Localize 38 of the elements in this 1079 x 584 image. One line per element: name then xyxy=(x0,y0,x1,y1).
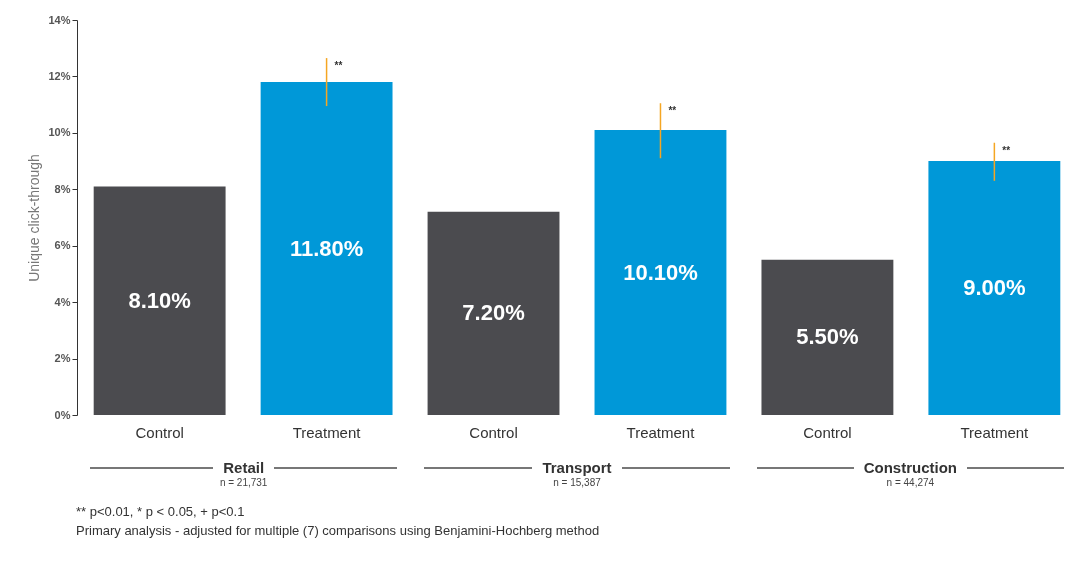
y-tick-label: 8% xyxy=(54,182,71,195)
y-tick-label: 12% xyxy=(48,69,71,82)
bar xyxy=(427,211,560,415)
annotation: ** xyxy=(334,60,343,72)
data-label: 5.50% xyxy=(796,324,859,350)
data-label: 7.20% xyxy=(462,300,525,326)
x-tick-label: Treatment xyxy=(960,423,1030,441)
text: Primary analysis - adjusted for multiple (7) comparisons using Benjamini-Hochberg method xyxy=(76,522,601,540)
y-tick-label: 14% xyxy=(48,13,71,26)
y-tick-label: 10% xyxy=(48,126,71,139)
y-tick-label: 2% xyxy=(54,352,71,365)
text: Construction xyxy=(862,459,958,476)
text: n = 21,731 xyxy=(219,477,268,488)
bar xyxy=(93,186,226,415)
annotation: ** xyxy=(1002,144,1011,156)
x-tick-label: Treatment xyxy=(626,423,696,441)
text: n = 44,274 xyxy=(886,477,935,488)
bar xyxy=(594,130,727,415)
text: Transport xyxy=(541,459,613,476)
data-label: 10.10% xyxy=(623,259,698,285)
data-label: 8.10% xyxy=(128,287,191,313)
x-tick-label: Control xyxy=(469,423,518,441)
data-label: 9.00% xyxy=(963,275,1026,301)
x-tick-label: Control xyxy=(803,423,852,441)
y-axis-title: Unique click-through xyxy=(26,154,43,282)
bar xyxy=(260,82,393,415)
x-tick-label: Control xyxy=(135,423,184,441)
x-tick-label: Treatment xyxy=(292,423,362,441)
text: n = 15,387 xyxy=(553,477,601,488)
text: ** p<0.01, * p < 0.05, + p<0.1 xyxy=(76,503,246,521)
annotation: ** xyxy=(668,105,677,117)
bar xyxy=(928,161,1061,415)
data-label: 11.80% xyxy=(289,235,364,261)
y-tick-label: 0% xyxy=(54,408,71,421)
text: Retail xyxy=(222,459,266,476)
y-tick-label: 4% xyxy=(54,295,71,308)
y-tick-label: 6% xyxy=(54,239,71,252)
bar xyxy=(761,259,894,415)
